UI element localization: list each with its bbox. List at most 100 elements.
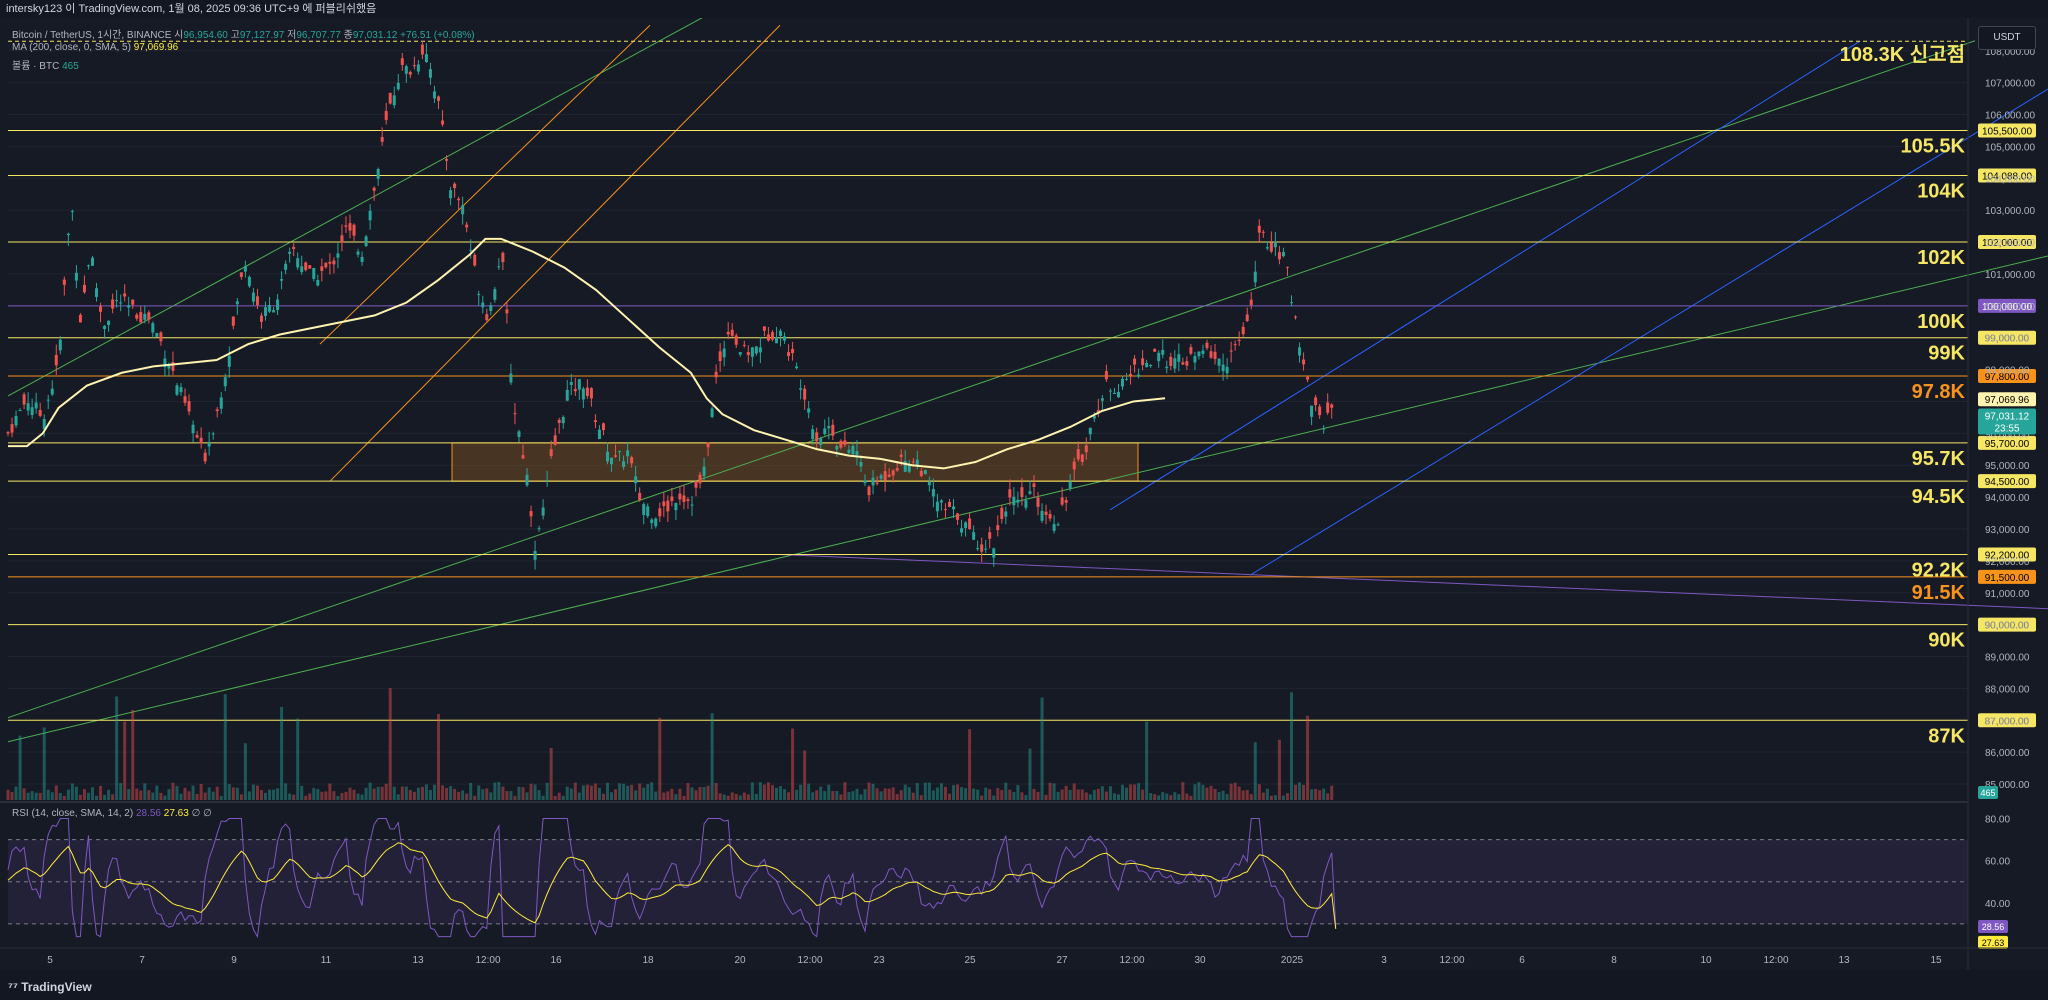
ma-price-tag [1978,392,2036,407]
volume-bar [1108,786,1112,800]
price-axis-label: 102,000.00 [1985,238,2035,249]
volume-bar [360,794,364,800]
volume-bar [851,791,855,800]
volume-bar [670,788,674,800]
candle-body [831,424,835,436]
candle-body [923,470,927,474]
volume-bar [58,792,62,800]
candle-body [1261,231,1265,233]
volume-bar [10,792,14,800]
time-axis-label: 6 [1519,955,1525,966]
candle-body [1137,374,1141,377]
candle-body [694,481,698,488]
candle-body [432,91,436,99]
candle-body [219,397,223,409]
volume-bar [795,789,799,800]
volume-bar [610,792,614,800]
price-axis-label: 100,000.00 [1985,302,2035,313]
volume-bar [1024,795,1028,800]
level-label: 87K [1928,725,1965,747]
volume-bar [412,791,416,800]
time-axis-label: 16 [550,955,562,966]
volume-bar [1056,791,1060,800]
volume-bar [211,791,215,800]
candle-body [968,518,972,530]
candle-body [795,366,799,369]
candle-body [1052,524,1056,531]
candle-body [553,435,557,445]
volume-bar [569,788,573,800]
close-price-tag [1978,408,2036,435]
rsi-legend[interactable]: RSI (14, close, SMA, 14, 2) 28.56 27.63 … [12,808,212,819]
candle-body [1177,354,1181,362]
time-axis-label: 12:00 [475,955,500,966]
volume-bar [1020,792,1024,800]
candle-body [686,499,690,501]
candle-body [211,433,215,435]
volume-bar [722,794,726,800]
candle-body [139,312,143,323]
volume-bar [827,784,831,800]
volume-bar [26,792,30,800]
candle-body [1072,461,1076,470]
candle-body [1165,366,1169,369]
volume-bar [1100,786,1104,800]
candle-body [227,355,231,367]
rsi-axis-label: 60.00 [1985,857,2010,868]
rsi-axis-label: 40.00 [1985,899,2010,910]
volume-bar [1040,697,1044,800]
volume-bar [726,795,730,800]
volume-bar [74,786,78,800]
price-chart[interactable]: 108.3K 신고점 105.5K 105,500.00 104K 104,088.00… [0,18,2048,1000]
volume-bar [1068,790,1072,800]
candle-body [622,461,626,467]
candle-body [179,387,183,393]
candle-body [1080,454,1084,462]
rsi-extra: ∅ ∅ [191,808,212,819]
currency-button[interactable]: USDT [1978,26,2036,50]
volume-bar [537,790,541,800]
candle-body [614,455,618,457]
ma-price-tag-text: 97,069.96 [1985,395,2030,406]
candle-body [441,120,445,125]
volume-bar [1310,789,1314,800]
volume-legend[interactable]: 볼륨 · BTC 465 [12,57,79,72]
candle-body [646,506,650,517]
volume-bar [831,790,835,800]
channel-line-blue-upper [1109,40,1861,511]
candle-body [525,474,529,486]
volume-bar [674,794,678,800]
time-axis-label: 9 [231,955,237,966]
candle-body [292,246,296,250]
candle-body [247,276,251,287]
volume-bar [272,789,276,800]
level-label: 97.8K [1912,381,1966,403]
volume-bar [493,782,497,800]
candle-body [1116,391,1120,398]
candle-body [1193,356,1197,363]
candle-body [368,210,372,221]
volume-bar [638,783,642,800]
candle-body [710,408,714,417]
candle-body [300,266,304,273]
ma-legend[interactable]: MA (200, close, 0, SMA, 5) 97,069.96 [12,42,178,53]
candle-body [1044,511,1048,516]
candle-body [103,325,107,330]
price-axis-label: 87,000.00 [1985,716,2030,727]
candle-body [1040,510,1044,521]
candle-body [380,137,384,142]
volume-bar [251,784,255,800]
volume-bar [356,793,360,800]
volume-bar [758,782,762,800]
volume-bar [1217,792,1221,800]
volume-bar [879,791,883,800]
symbol-name[interactable]: Bitcoin / TetherUS, 1시간, BINANCE [12,30,172,41]
candle-body [972,532,976,540]
price-tag [1978,168,2036,183]
volume-bar [992,795,996,800]
volume-bar [485,788,489,800]
candle-body [473,254,477,266]
volume-bar [103,794,107,800]
candle-body [549,449,553,457]
candle-body [919,470,923,477]
